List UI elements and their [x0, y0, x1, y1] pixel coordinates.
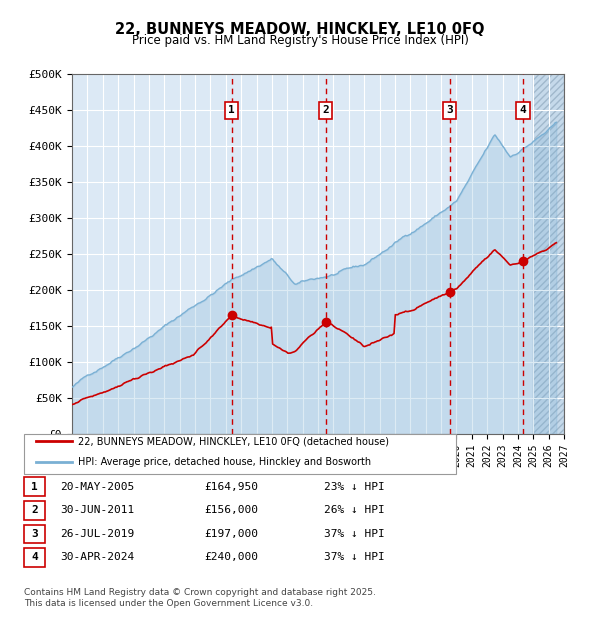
Text: HPI: Average price, detached house, Hinckley and Bosworth: HPI: Average price, detached house, Hinc…: [78, 457, 371, 467]
Text: 1: 1: [228, 105, 235, 115]
Text: 20-MAY-2005: 20-MAY-2005: [60, 482, 134, 492]
Text: £240,000: £240,000: [204, 552, 258, 562]
Bar: [533, 74, 564, 434]
Text: Price paid vs. HM Land Registry's House Price Index (HPI): Price paid vs. HM Land Registry's House …: [131, 34, 469, 47]
Text: 26-JUL-2019: 26-JUL-2019: [60, 529, 134, 539]
Text: 22, BUNNEYS MEADOW, HINCKLEY, LE10 0FQ: 22, BUNNEYS MEADOW, HINCKLEY, LE10 0FQ: [115, 22, 485, 37]
Text: 2: 2: [31, 505, 38, 515]
Text: 1: 1: [31, 482, 38, 492]
Text: £164,950: £164,950: [204, 482, 258, 492]
Text: £156,000: £156,000: [204, 505, 258, 515]
Text: 3: 3: [31, 529, 38, 539]
Text: 26% ↓ HPI: 26% ↓ HPI: [324, 505, 385, 515]
Text: 37% ↓ HPI: 37% ↓ HPI: [324, 552, 385, 562]
Text: 22, BUNNEYS MEADOW, HINCKLEY, LE10 0FQ (detached house): 22, BUNNEYS MEADOW, HINCKLEY, LE10 0FQ (…: [78, 436, 389, 446]
Text: 30-JUN-2011: 30-JUN-2011: [60, 505, 134, 515]
Text: HPI: Average price, detached house, Hinckley and Bosworth: HPI: Average price, detached house, Hinc…: [78, 457, 371, 467]
Text: 37% ↓ HPI: 37% ↓ HPI: [324, 529, 385, 539]
Text: 4: 4: [520, 105, 526, 115]
Text: 4: 4: [31, 552, 38, 562]
Text: £197,000: £197,000: [204, 529, 258, 539]
Text: 23% ↓ HPI: 23% ↓ HPI: [324, 482, 385, 492]
Text: 22, BUNNEYS MEADOW, HINCKLEY, LE10 0FQ (detached house): 22, BUNNEYS MEADOW, HINCKLEY, LE10 0FQ (…: [78, 436, 389, 446]
Text: 30-APR-2024: 30-APR-2024: [60, 552, 134, 562]
Text: 2: 2: [322, 105, 329, 115]
Text: Contains HM Land Registry data © Crown copyright and database right 2025.
This d: Contains HM Land Registry data © Crown c…: [24, 588, 376, 608]
Text: 3: 3: [446, 105, 453, 115]
